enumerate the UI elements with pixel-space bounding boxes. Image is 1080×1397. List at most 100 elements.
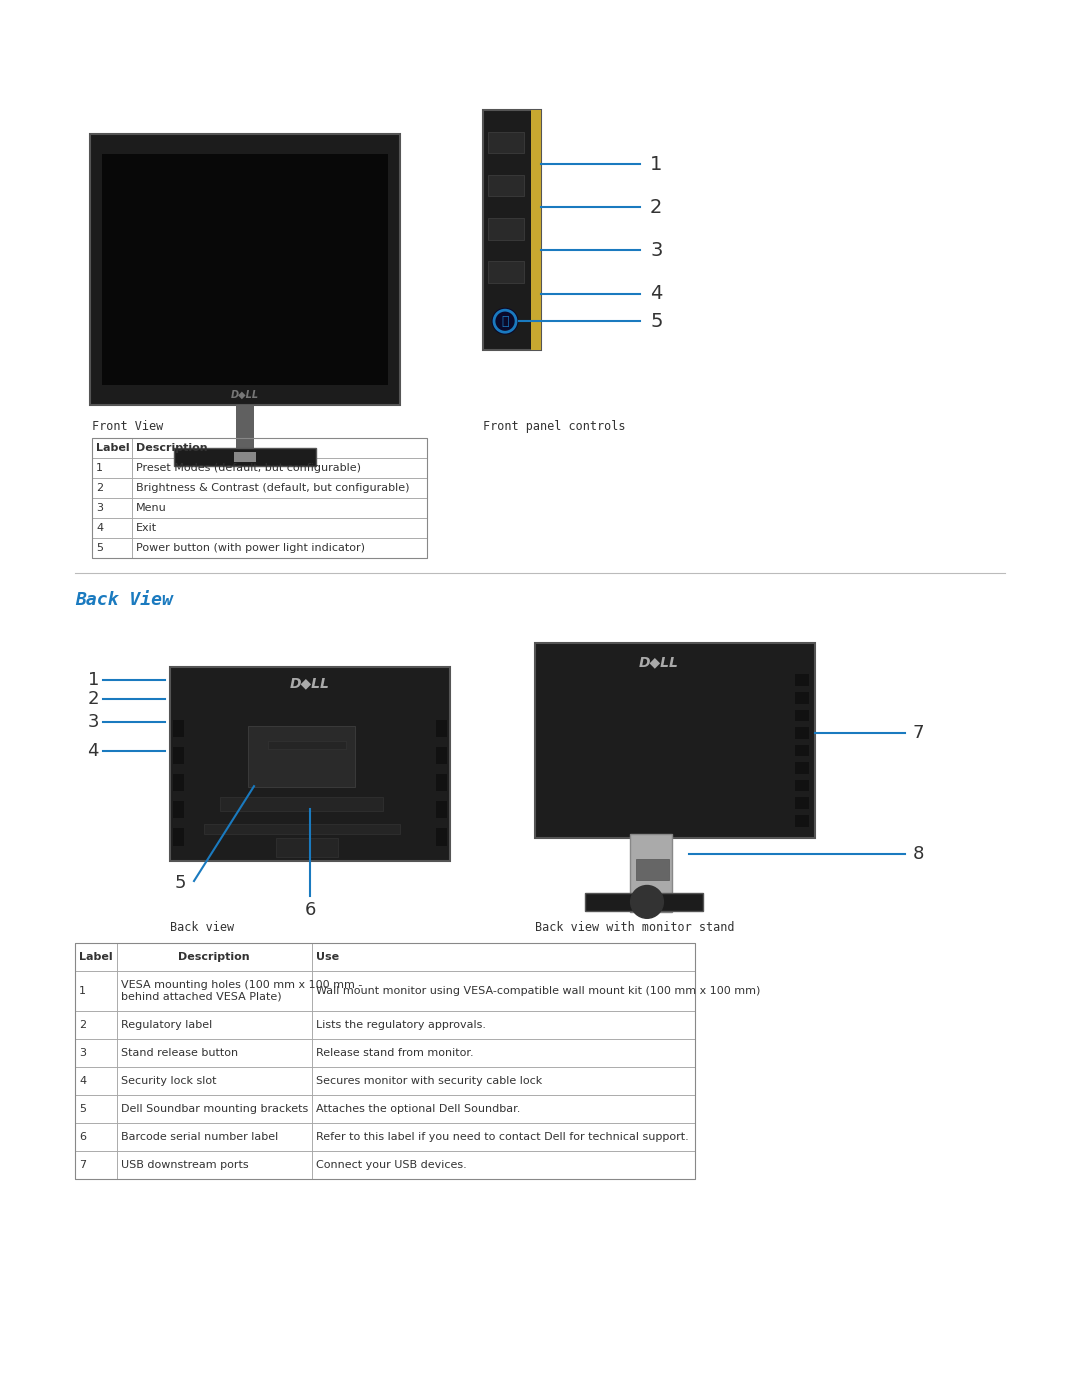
Circle shape bbox=[631, 886, 663, 918]
Bar bbox=[173, 747, 184, 764]
Bar bbox=[92, 518, 132, 538]
Text: 4: 4 bbox=[79, 1076, 86, 1085]
Bar bbox=[173, 719, 184, 738]
Bar bbox=[795, 692, 809, 704]
Text: ⏻: ⏻ bbox=[501, 314, 509, 328]
Text: Barcode serial number label: Barcode serial number label bbox=[121, 1132, 279, 1141]
Bar bbox=[173, 800, 184, 819]
Text: 7: 7 bbox=[913, 724, 924, 742]
Bar bbox=[795, 745, 809, 756]
Text: Description: Description bbox=[136, 443, 207, 453]
Text: Back view: Back view bbox=[170, 921, 234, 935]
Bar bbox=[75, 971, 117, 1011]
Bar bbox=[132, 478, 427, 497]
Bar bbox=[92, 439, 132, 458]
Text: D◆LL: D◆LL bbox=[231, 390, 259, 400]
Text: USB downstream ports: USB downstream ports bbox=[121, 1160, 248, 1171]
Text: Security lock slot: Security lock slot bbox=[121, 1076, 216, 1085]
Bar bbox=[75, 1011, 117, 1039]
Text: Secures monitor with security cable lock: Secures monitor with security cable lock bbox=[316, 1076, 542, 1085]
Text: 1: 1 bbox=[79, 986, 86, 996]
Bar bbox=[795, 675, 809, 686]
Bar bbox=[312, 971, 696, 1011]
Bar bbox=[312, 1095, 696, 1123]
Bar bbox=[75, 1123, 117, 1151]
Text: 6: 6 bbox=[305, 901, 315, 919]
Bar bbox=[132, 497, 427, 518]
Bar bbox=[436, 774, 447, 791]
Bar bbox=[795, 726, 809, 739]
Text: 1: 1 bbox=[650, 155, 662, 173]
Text: Connect your USB devices.: Connect your USB devices. bbox=[316, 1160, 467, 1171]
Bar bbox=[248, 726, 355, 788]
Text: 8: 8 bbox=[913, 845, 924, 863]
Bar bbox=[117, 1011, 312, 1039]
Text: 3: 3 bbox=[650, 240, 662, 260]
Text: 3: 3 bbox=[96, 503, 103, 513]
Text: Dell Soundbar mounting brackets: Dell Soundbar mounting brackets bbox=[121, 1104, 308, 1113]
Text: Front panel controls: Front panel controls bbox=[483, 420, 625, 433]
Bar bbox=[312, 1067, 696, 1095]
Bar bbox=[204, 824, 400, 834]
Bar bbox=[173, 828, 184, 845]
Bar bbox=[117, 943, 312, 971]
Bar bbox=[585, 893, 703, 911]
Text: Back view with monitor stand: Back view with monitor stand bbox=[535, 921, 734, 935]
Bar bbox=[92, 458, 132, 478]
Bar bbox=[483, 110, 541, 351]
Bar bbox=[117, 1067, 312, 1095]
Bar bbox=[488, 175, 524, 197]
Bar bbox=[312, 1011, 696, 1039]
Bar bbox=[92, 478, 132, 497]
Text: 2: 2 bbox=[79, 1020, 86, 1030]
Bar bbox=[92, 497, 132, 518]
Bar bbox=[631, 834, 672, 912]
Bar bbox=[132, 439, 427, 458]
Text: Front View: Front View bbox=[92, 420, 163, 433]
Bar bbox=[312, 1123, 696, 1151]
Bar bbox=[75, 1151, 117, 1179]
Bar bbox=[132, 518, 427, 538]
Bar bbox=[488, 261, 524, 282]
Text: 5: 5 bbox=[96, 543, 103, 553]
Bar bbox=[117, 1039, 312, 1067]
Text: D◆LL: D◆LL bbox=[638, 655, 678, 669]
Bar bbox=[436, 747, 447, 764]
Bar bbox=[75, 1067, 117, 1095]
Text: behind attached VESA Plate): behind attached VESA Plate) bbox=[121, 992, 282, 1002]
Text: 4: 4 bbox=[650, 284, 662, 303]
Bar bbox=[75, 943, 117, 971]
Bar bbox=[795, 763, 809, 774]
Text: 3: 3 bbox=[87, 714, 99, 731]
Text: Power button (with power light indicator): Power button (with power light indicator… bbox=[136, 543, 365, 553]
Text: Description: Description bbox=[178, 951, 249, 963]
Bar bbox=[235, 405, 254, 448]
Text: Wall mount monitor using VESA-compatible wall mount kit (100 mm x 100 mm): Wall mount monitor using VESA-compatible… bbox=[316, 986, 760, 996]
Text: 5: 5 bbox=[79, 1104, 86, 1113]
Bar bbox=[103, 154, 388, 386]
Bar bbox=[132, 458, 427, 478]
Text: Lists the regulatory approvals.: Lists the regulatory approvals. bbox=[316, 1020, 486, 1030]
Bar bbox=[75, 1039, 117, 1067]
Bar bbox=[488, 131, 524, 154]
Text: D◆LL: D◆LL bbox=[291, 676, 329, 690]
Text: 2: 2 bbox=[96, 483, 103, 493]
Text: 4: 4 bbox=[87, 742, 99, 760]
Text: Refer to this label if you need to contact Dell for technical support.: Refer to this label if you need to conta… bbox=[316, 1132, 689, 1141]
Text: 4: 4 bbox=[96, 522, 103, 534]
Text: 6: 6 bbox=[79, 1132, 86, 1141]
Bar bbox=[488, 218, 524, 240]
Bar bbox=[795, 780, 809, 791]
Text: Label: Label bbox=[96, 443, 130, 453]
Bar bbox=[75, 943, 696, 1179]
Text: Back View: Back View bbox=[75, 591, 173, 609]
Text: Attaches the optional Dell Soundbar.: Attaches the optional Dell Soundbar. bbox=[316, 1104, 521, 1113]
Bar bbox=[795, 710, 809, 721]
Text: Preset Modes (default, but configurable): Preset Modes (default, but configurable) bbox=[136, 462, 361, 474]
Bar bbox=[312, 1039, 696, 1067]
Bar bbox=[535, 643, 815, 838]
Text: 3: 3 bbox=[79, 1048, 86, 1058]
Bar bbox=[90, 134, 400, 405]
Bar bbox=[117, 1123, 312, 1151]
Bar bbox=[117, 1151, 312, 1179]
